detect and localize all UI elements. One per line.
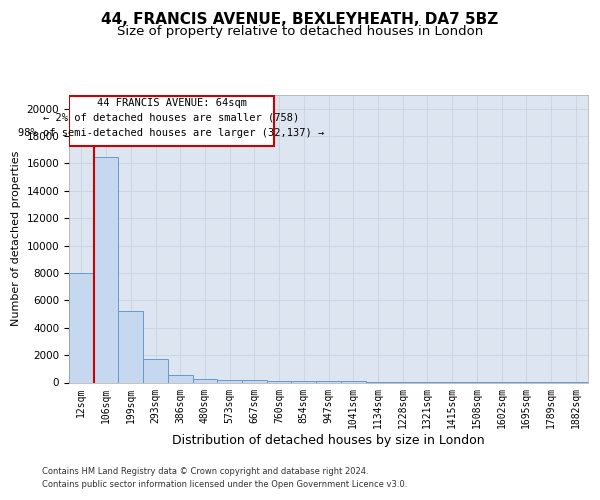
Bar <box>217 380 242 382</box>
Text: Contains public sector information licensed under the Open Government Licence v3: Contains public sector information licen… <box>42 480 407 489</box>
Bar <box>292 381 316 382</box>
Bar <box>118 312 143 382</box>
Bar <box>168 375 193 382</box>
Bar <box>193 378 217 382</box>
Text: 44 FRANCIS AVENUE: 64sqm: 44 FRANCIS AVENUE: 64sqm <box>97 98 247 108</box>
Text: Contains HM Land Registry data © Crown copyright and database right 2024.: Contains HM Land Registry data © Crown c… <box>42 467 368 476</box>
Bar <box>143 359 168 382</box>
FancyBboxPatch shape <box>69 96 274 146</box>
Y-axis label: Number of detached properties: Number of detached properties <box>11 151 21 326</box>
X-axis label: Distribution of detached houses by size in London: Distribution of detached houses by size … <box>172 434 485 447</box>
Bar <box>69 273 94 382</box>
Text: Size of property relative to detached houses in London: Size of property relative to detached ho… <box>117 25 483 38</box>
Text: 44, FRANCIS AVENUE, BEXLEYHEATH, DA7 5BZ: 44, FRANCIS AVENUE, BEXLEYHEATH, DA7 5BZ <box>101 12 499 28</box>
Text: 98% of semi-detached houses are larger (32,137) →: 98% of semi-detached houses are larger (… <box>19 128 325 138</box>
Bar <box>242 380 267 382</box>
Bar <box>94 156 118 382</box>
Bar <box>267 381 292 382</box>
Text: ← 2% of detached houses are smaller (758): ← 2% of detached houses are smaller (758… <box>43 113 299 123</box>
